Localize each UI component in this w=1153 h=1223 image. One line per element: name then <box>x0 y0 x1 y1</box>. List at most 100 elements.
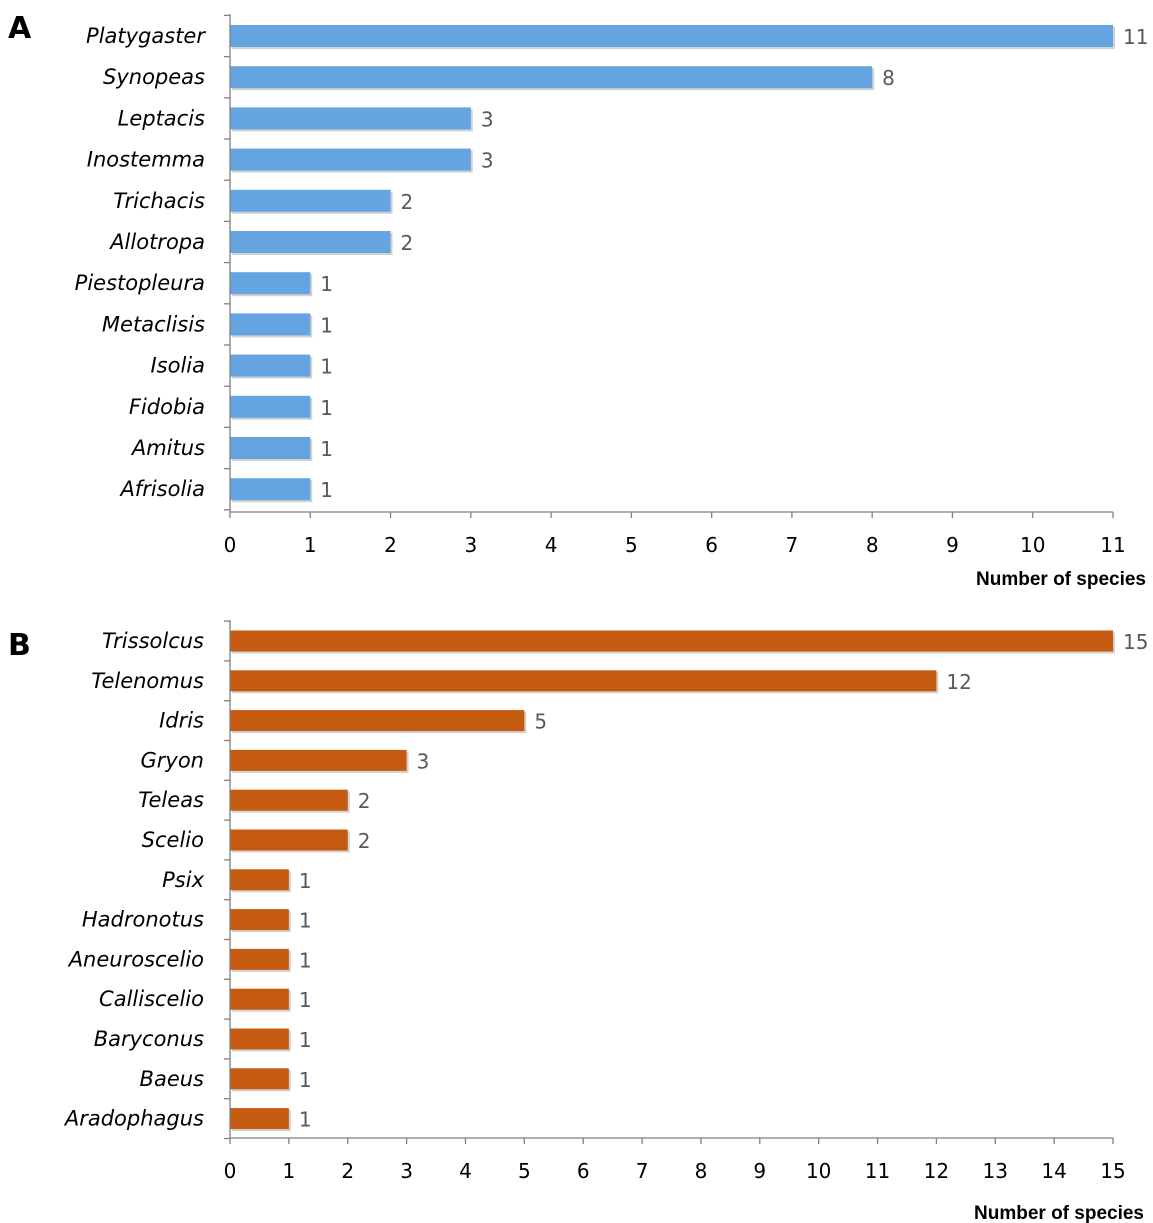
panel-b-bar <box>230 948 289 970</box>
panel-a-category-label: Afrisolia <box>118 477 205 501</box>
panel-b-bar <box>230 749 407 771</box>
panel-a-bar <box>230 231 391 253</box>
panel-a-value-label: 1 <box>320 478 333 502</box>
panel-a-value-label: 8 <box>882 66 895 90</box>
panel-a-x-tick-label: 2 <box>384 533 397 557</box>
panel-a-bar <box>230 437 311 459</box>
panel-a-x-tick-label: 7 <box>786 533 799 557</box>
panel-b-x-tick-label: 12 <box>924 1159 949 1183</box>
panel-b-value-label: 1 <box>299 948 312 972</box>
panel-b-x-axis-title: Number of species <box>974 1203 1144 1223</box>
panel-a-bar <box>230 107 471 130</box>
panel-a-x-tick-label: 9 <box>946 533 959 557</box>
panel-b-category-label: Teleas <box>138 788 204 812</box>
panel-b-x-tick-label: 10 <box>806 1159 831 1183</box>
panel-b-value-label: 1 <box>299 1028 312 1052</box>
panel-b-x-tick-label: 3 <box>400 1159 413 1183</box>
panel-b-x-tick-label: 8 <box>695 1159 708 1183</box>
panel-a-x-tick-label: 10 <box>1020 533 1045 557</box>
panel-b-bar <box>230 710 525 732</box>
panel-a-category-label: Metaclisis <box>102 312 205 336</box>
panel-b-category-label: Aradophagus <box>63 1107 204 1131</box>
panel-a-category-label: Inostemma <box>87 148 205 172</box>
panel-a-category-label: Leptacis <box>118 106 205 130</box>
panel-b-value-label: 1 <box>299 869 312 893</box>
panel-b-value-label: 15 <box>1123 630 1148 654</box>
panel-b-bar <box>230 670 937 692</box>
panel-a-category-label: Platygaster <box>86 24 206 48</box>
panel-b-bar <box>230 869 289 891</box>
panel-a-category-label: Allotropa <box>108 230 205 254</box>
panel-a-category-label: Fidobia <box>129 395 205 419</box>
panel-b-axes: 0 1 2 3 4 5 6 7 8 9 10 11 12 13 14 15 <box>224 620 1126 1183</box>
panel-a-x-tick-label: 0 <box>224 533 237 557</box>
panel-a-value-label: 11 <box>1123 25 1148 49</box>
panel-a-category-label: Synopeas <box>103 65 205 89</box>
panel-b-value-label: 2 <box>358 829 371 853</box>
panel-b-category-label: Scelio <box>142 828 204 852</box>
panel-b-x-tick-label: 0 <box>224 1159 237 1183</box>
panel-a-category-label: Amitus <box>130 436 205 460</box>
panel-a-value-label: 1 <box>320 272 333 296</box>
panel-a-bar <box>230 478 311 501</box>
panel-a-value-label: 1 <box>320 396 333 420</box>
panel-b-value-label: 1 <box>299 988 312 1012</box>
panel-b-x-tick-label: 11 <box>865 1159 890 1183</box>
panel-b-x-tick-label: 13 <box>983 1159 1008 1183</box>
panel-a-bar <box>230 189 391 212</box>
panel-b-bar <box>230 909 289 931</box>
panel-b-x-tick-label: 15 <box>1100 1159 1125 1183</box>
panel-b-category-label: Idris <box>159 709 204 733</box>
panel-a-x-tick-label: 11 <box>1100 533 1125 557</box>
panel-b-x-tick-label: 2 <box>341 1159 354 1183</box>
panel-a-category-label: Piestopleura <box>75 271 205 295</box>
panel-b-category-label: Gryon <box>141 748 205 772</box>
panel-a-value-label: 1 <box>320 437 333 461</box>
panel-a-bar <box>230 66 873 89</box>
panel-a-value-label: 2 <box>401 190 414 214</box>
panel-b-x-tick-label: 4 <box>459 1159 472 1183</box>
panel-a-x-tick-label: 6 <box>705 533 718 557</box>
panel-b-category-label: Baeus <box>140 1067 205 1091</box>
panel-b-letter: B <box>8 628 31 663</box>
panel-b-category-label: Telenomus <box>91 669 204 693</box>
panel-a-x-tick-label: 1 <box>304 533 317 557</box>
panel-a-x-axis-title: Number of species <box>976 569 1146 590</box>
panel-a-category-label: Trichacis <box>113 189 205 213</box>
panel-a-x-tick-label: 3 <box>464 533 477 557</box>
panel-b-value-label: 1 <box>299 1068 312 1092</box>
panel-b-bar <box>230 988 289 1010</box>
panel-b-bar <box>230 1068 289 1090</box>
panel-a-bar <box>230 25 1113 47</box>
panel-a-value-label: 2 <box>401 231 414 255</box>
panel-a-bar <box>230 272 311 295</box>
panel-b-x-tick-label: 7 <box>636 1159 649 1183</box>
panel-b-value-label: 1 <box>299 909 312 933</box>
panel-b-x-tick-label: 9 <box>753 1159 766 1183</box>
panel-a-bar <box>230 148 471 171</box>
panel-a-x-tick-label: 8 <box>866 533 879 557</box>
panel-b-bar <box>230 1108 289 1130</box>
panel-b-x-tick-label: 1 <box>282 1159 295 1183</box>
panel-a-value-label: 3 <box>481 107 494 131</box>
panel-b-value-label: 3 <box>417 749 430 773</box>
panel-a-category-label: Isolia <box>150 354 205 378</box>
panel-b-category-label: Aneuroscelio <box>67 947 204 971</box>
panel-b-bar <box>230 789 348 811</box>
panel-a-x-tick-label: 5 <box>625 533 638 557</box>
panel-b-bar <box>230 630 1113 652</box>
panel-b-value-label: 2 <box>358 789 371 813</box>
panel-b-category-label: Hadronotus <box>82 908 204 932</box>
panel-a-value-label: 3 <box>481 149 494 173</box>
panel-b-category-label: Trissolcus <box>102 629 204 653</box>
panel-b-bar <box>230 829 348 851</box>
panel-b-x-tick-label: 14 <box>1041 1159 1066 1183</box>
panel-b-category-label: Psix <box>162 868 204 892</box>
panel-a-value-label: 1 <box>320 355 333 379</box>
panel-a-x-tick-label: 4 <box>545 533 558 557</box>
